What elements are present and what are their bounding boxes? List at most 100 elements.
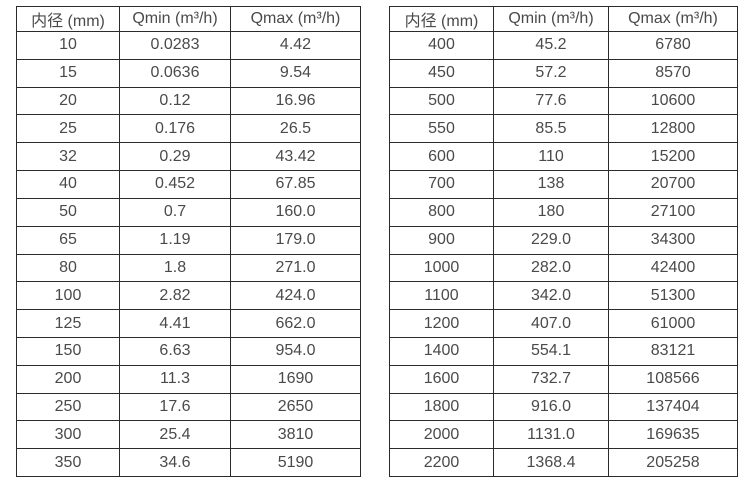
diameter-cell: 100: [16, 281, 120, 311]
qmin-cell: 554.1: [493, 336, 609, 366]
table-row: 25 0.176 26.5: [16, 114, 361, 144]
qmin-cell: 110: [493, 142, 609, 172]
diameter-cell: 2000: [389, 420, 494, 450]
qmax-cell: 4.42: [230, 31, 361, 60]
diameter-cell: 800: [389, 197, 494, 227]
table-row: 100 2.82 424.0: [16, 281, 361, 311]
qmax-cell: 169635: [608, 420, 738, 450]
flow-spec-table-large-diameters: 内径 (mm) Qmin (m³/h) Qmax (m³/h) 400 45.2 6…: [389, 6, 738, 477]
qmin-cell: 1131.0: [493, 420, 609, 450]
table-row: 10 0.0283 4.42: [16, 31, 361, 60]
qmax-cell: 160.0: [230, 197, 361, 227]
qmax-cell: 8570: [608, 58, 738, 88]
table-row: 1800 916.0 137404: [389, 392, 738, 422]
qmax-cell: 424.0: [230, 281, 361, 311]
qmin-cell: 4.41: [119, 309, 231, 338]
diameter-cell: 500: [389, 86, 494, 116]
header-cell-diameter: 内径 (mm): [16, 6, 120, 32]
diameter-cell: 10: [16, 31, 120, 60]
table-row: 2000 1131.0 169635: [389, 420, 738, 450]
qmin-cell: 342.0: [493, 281, 609, 311]
diameter-cell: 150: [16, 336, 120, 366]
flow-spec-table-small-diameters: 内径 (mm) Qmin (m³/h) Qmax (m³/h) 10 0.0283…: [16, 6, 361, 477]
table-row: 1100 342.0 51300: [389, 281, 738, 311]
diameter-cell: 1000: [389, 253, 494, 283]
qmin-cell: 138: [493, 170, 609, 199]
table-row: 65 1.19 179.0: [16, 225, 361, 255]
qmax-cell: 662.0: [230, 309, 361, 338]
qmin-cell: 45.2: [493, 31, 609, 60]
qmax-cell: 9.54: [230, 58, 361, 88]
qmax-cell: 16.96: [230, 86, 361, 116]
qmin-cell: 6.63: [119, 336, 231, 366]
qmin-cell: 0.7: [119, 197, 231, 227]
qmin-cell: 1368.4: [493, 448, 609, 477]
header-row: 内径 (mm) Qmin (m³/h) Qmax (m³/h): [16, 6, 361, 32]
qmax-cell: 15200: [608, 142, 738, 172]
diameter-cell: 700: [389, 170, 494, 199]
diameter-cell: 80: [16, 253, 120, 283]
qmax-cell: 179.0: [230, 225, 361, 255]
qmin-cell: 25.4: [119, 420, 231, 450]
qmin-cell: 916.0: [493, 392, 609, 422]
qmin-cell: 1.8: [119, 253, 231, 283]
table-row: 1400 554.1 83121: [389, 336, 738, 366]
diameter-cell: 25: [16, 114, 120, 144]
qmin-cell: 2.82: [119, 281, 231, 311]
diameter-cell: 300: [16, 420, 120, 450]
qmax-cell: 205258: [608, 448, 738, 477]
table-row: 500 77.6 10600: [389, 86, 738, 116]
diameter-cell: 250: [16, 392, 120, 422]
qmax-cell: 26.5: [230, 114, 361, 144]
header-cell-diameter: 内径 (mm): [389, 6, 494, 32]
diameter-cell: 550: [389, 114, 494, 144]
qmax-cell: 108566: [608, 364, 738, 394]
qmax-cell: 271.0: [230, 253, 361, 283]
qmin-cell: 11.3: [119, 364, 231, 394]
header-cell-qmax: Qmax (m³/h): [230, 6, 361, 32]
qmax-cell: 10600: [608, 86, 738, 116]
table-row: 20 0.12 16.96: [16, 86, 361, 116]
qmin-cell: 180: [493, 197, 609, 227]
table-body: 10 0.0283 4.42 15 0.0636 9.54 20 0.12 16.96 25 0.1…: [16, 31, 361, 477]
diameter-cell: 900: [389, 225, 494, 255]
qmax-cell: 43.42: [230, 142, 361, 172]
diameter-cell: 200: [16, 364, 120, 394]
qmax-cell: 2650: [230, 392, 361, 422]
header-cell-qmin: Qmin (m³/h): [493, 6, 609, 32]
diameter-cell: 450: [389, 58, 494, 88]
table-row: 700 138 20700: [389, 170, 738, 199]
table-row: 80 1.8 271.0: [16, 253, 361, 283]
qmin-cell: 732.7: [493, 364, 609, 394]
diameter-cell: 600: [389, 142, 494, 172]
diameter-cell: 32: [16, 142, 120, 172]
qmin-cell: 407.0: [493, 309, 609, 338]
qmax-cell: 3810: [230, 420, 361, 450]
table-row: 40 0.452 67.85: [16, 170, 361, 199]
qmax-cell: 954.0: [230, 336, 361, 366]
diameter-cell: 15: [16, 58, 120, 88]
table-body: 400 45.2 6780 450 57.2 8570 500 77.6 10600 550 85.…: [389, 31, 738, 477]
diameter-cell: 1400: [389, 336, 494, 366]
diameter-cell: 1600: [389, 364, 494, 394]
qmax-cell: 83121: [608, 336, 738, 366]
diameter-cell: 1200: [389, 309, 494, 338]
diameter-cell: 1800: [389, 392, 494, 422]
table-row: 600 110 15200: [389, 142, 738, 172]
table-row: 125 4.41 662.0: [16, 309, 361, 338]
table-row: 1000 282.0 42400: [389, 253, 738, 283]
table-row: 450 57.2 8570: [389, 58, 738, 88]
diameter-cell: 40: [16, 170, 120, 199]
table-row: 1200 407.0 61000: [389, 309, 738, 338]
diameter-cell: 2200: [389, 448, 494, 477]
diameter-cell: 400: [389, 31, 494, 60]
qmin-cell: 0.452: [119, 170, 231, 199]
table-row: 2200 1368.4 205258: [389, 448, 738, 477]
diameter-cell: 20: [16, 86, 120, 116]
qmin-cell: 57.2: [493, 58, 609, 88]
qmin-cell: 0.176: [119, 114, 231, 144]
qmin-cell: 229.0: [493, 225, 609, 255]
table-row: 50 0.7 160.0: [16, 197, 361, 227]
table-row: 400 45.2 6780: [389, 31, 738, 60]
table-row: 900 229.0 34300: [389, 225, 738, 255]
